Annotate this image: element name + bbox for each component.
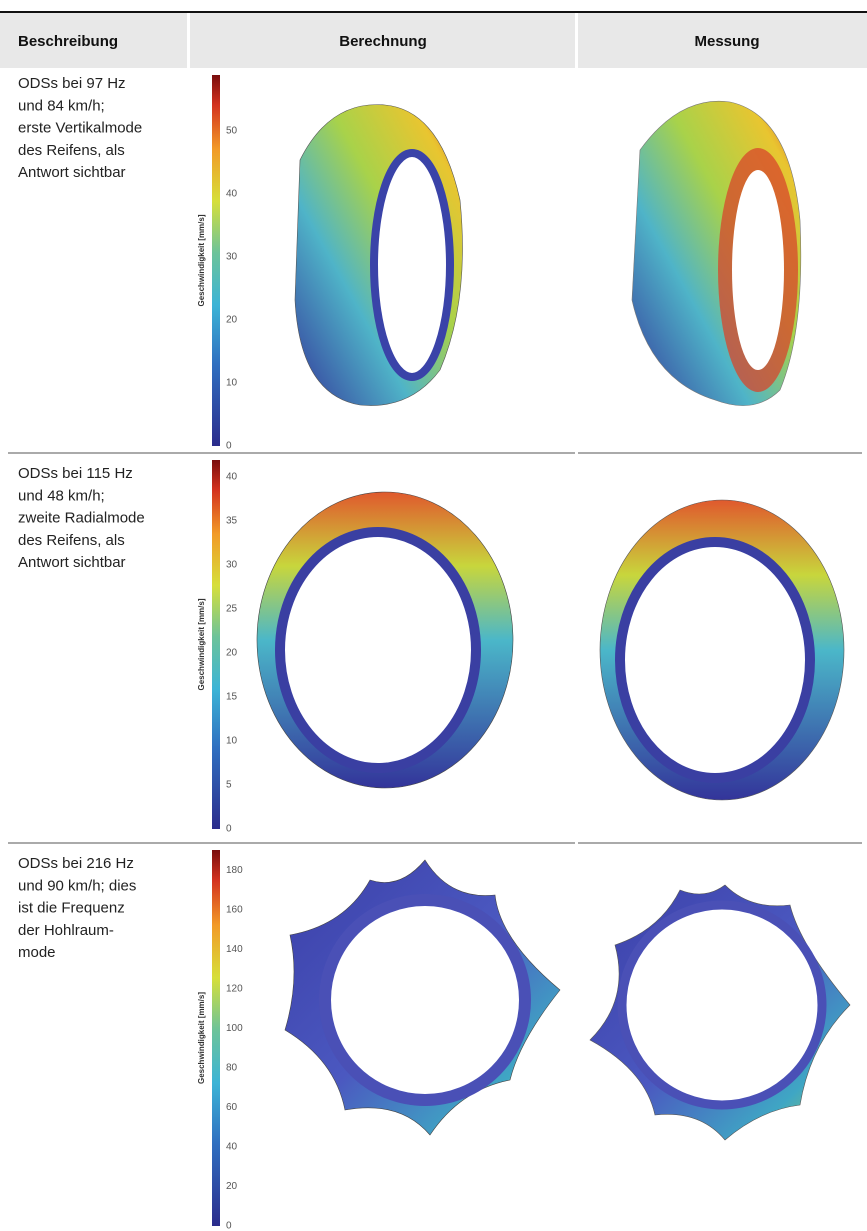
row-separators <box>8 452 862 844</box>
description-line: Antwort sichtbar <box>18 554 126 571</box>
colorbar-tick-label: 40 <box>226 472 238 483</box>
colorbar-tick-label: 140 <box>226 944 243 955</box>
colorbar-tick-label: 20 <box>226 1181 238 1192</box>
description-line: ODSs bei 115 Hz <box>18 465 133 482</box>
description-line: und 48 km/h; <box>18 487 105 504</box>
colorbar-tick-label: 10 <box>226 378 238 389</box>
header-background <box>0 12 867 68</box>
colorbar <box>212 850 220 1226</box>
description-line: des Reifens, als <box>18 142 125 159</box>
description-line: zweite Radialmode <box>18 510 145 527</box>
description-line: ODSs bei 97 Hz <box>18 75 126 92</box>
colorbar-tick-label: 0 <box>226 824 232 835</box>
measurement-image <box>589 884 851 1141</box>
colorbar-tick-label: 20 <box>226 648 238 659</box>
description-line: Antwort sichtbar <box>18 164 126 181</box>
colorbar-tick-label: 40 <box>226 189 238 200</box>
description-line: und 90 km/h; dies <box>18 877 136 894</box>
colorbar-tick-label: 25 <box>226 604 238 615</box>
header-cell: Beschreibung <box>18 33 118 50</box>
description-line: mode <box>18 944 56 961</box>
column-separator <box>187 13 190 68</box>
colorbar-tick-label: 15 <box>226 692 238 703</box>
column-separator <box>575 13 578 68</box>
description-line: ODSs bei 216 Hz <box>18 855 134 872</box>
measurement-image <box>599 499 845 801</box>
colorbar-tick-label: 60 <box>226 1102 238 1113</box>
header-cell: Berechnung <box>339 33 427 50</box>
colorbar-tick-label: 120 <box>226 984 243 995</box>
description-line: der Hohlraum- <box>18 922 114 939</box>
colorbar-tick-label: 160 <box>226 905 243 916</box>
colorbar-tick-label: 30 <box>226 252 238 263</box>
colorbar-label: Geschwindigkeit [mm/s] <box>197 992 206 1084</box>
colorbar-tick-label: 40 <box>226 1142 238 1153</box>
colorbar-label: Geschwindigkeit [mm/s] <box>197 598 206 690</box>
measurement-image <box>631 100 802 406</box>
colorbar-label: Geschwindigkeit [mm/s] <box>197 214 206 306</box>
description-line: ist die Frequenz <box>18 900 125 917</box>
colorbar-tick-label: 5 <box>226 780 232 791</box>
calculation-image <box>284 859 561 1136</box>
calculation-image <box>256 491 514 789</box>
description-line: erste Vertikalmode <box>18 120 142 137</box>
colorbar-tick-label: 10 <box>226 736 238 747</box>
colorbar-tick-label: 20 <box>226 315 238 326</box>
colorbar-tick-label: 35 <box>226 516 238 527</box>
colorbar-tick-label: 180 <box>226 865 243 876</box>
header-rule <box>0 11 867 13</box>
colorbar-tick-label: 80 <box>226 1063 238 1074</box>
description-line: des Reifens, als <box>18 532 125 549</box>
calculation-image <box>294 104 463 406</box>
colorbar <box>212 75 220 446</box>
colorbar <box>212 460 220 829</box>
description-line: und 84 km/h; <box>18 97 105 114</box>
colorbar-tick-label: 30 <box>226 560 238 571</box>
header-cell: Messung <box>694 33 759 50</box>
colorbar-tick-label: 100 <box>226 1023 243 1034</box>
colorbar-tick-label: 50 <box>226 126 238 137</box>
colorbar-tick-label: 0 <box>226 441 232 452</box>
colorbar-tick-label: 0 <box>226 1221 232 1231</box>
